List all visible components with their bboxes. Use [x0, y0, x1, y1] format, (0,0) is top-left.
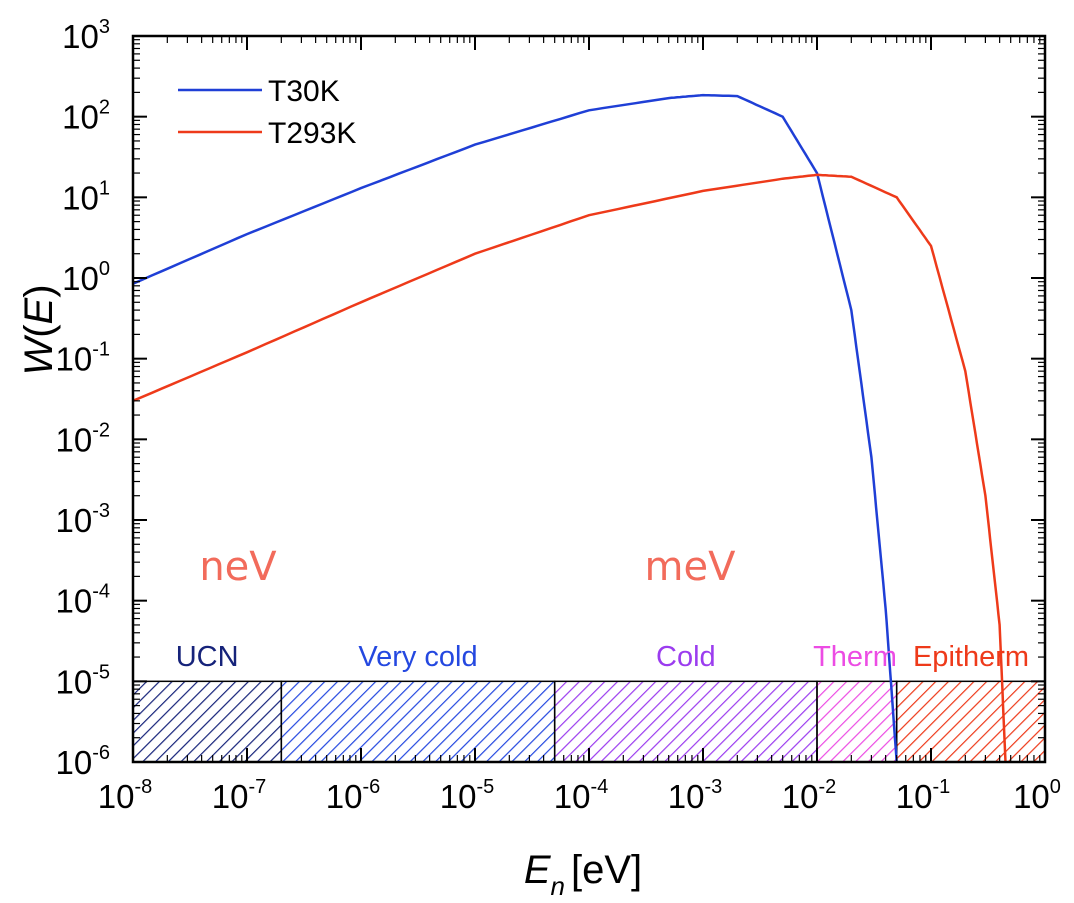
- x-tick-label: 100: [1013, 776, 1061, 815]
- x-tick-label: 10-6: [326, 776, 381, 815]
- y-tick-label: 10-2: [55, 419, 110, 458]
- energy-scale-label-mev: meV: [645, 544, 737, 590]
- region-band-cold: [553, 680, 818, 763]
- series-line-t293k: [132, 173, 1007, 763]
- energy-regions: [132, 680, 1046, 763]
- legend: T30K T293K: [178, 75, 356, 150]
- region-label-epitherm: Epitherm: [913, 641, 1029, 673]
- y-tick-label: 10-1: [55, 339, 110, 378]
- region-band-epitherm: [895, 680, 1046, 763]
- y-tick-label: 10-4: [55, 581, 110, 620]
- x-tick-label: 10-5: [440, 776, 495, 815]
- legend-label-t30k: T30K: [268, 75, 340, 108]
- spectrum-series: [132, 93, 1007, 763]
- series-line-t30k: [132, 93, 898, 763]
- region-band-ucn: [132, 680, 283, 763]
- y-tick-label: 102: [62, 97, 110, 136]
- y-axis-title: W(E): [17, 284, 61, 375]
- region-label-ucn: UCN: [176, 641, 239, 673]
- region-label-therm: Therm: [813, 641, 897, 673]
- y-tick-label: 103: [62, 16, 110, 55]
- x-tick-label: 10-8: [98, 776, 153, 815]
- y-tick-label: 10-5: [55, 661, 110, 700]
- x-axis-title: En [eV]: [524, 848, 642, 901]
- x-tick-label: 10-7: [212, 776, 267, 815]
- x-tick-label: 10-3: [668, 776, 723, 815]
- x-tick-label: 10-1: [896, 776, 951, 815]
- axis-tick-labels: 10-8 10-7 10-6 10-5 10-4 10-3 10-2 10-1 100 10-6 1…: [55, 16, 1060, 815]
- x-tick-label: 10-4: [554, 776, 609, 815]
- legend-label-t293k: T293K: [268, 117, 356, 150]
- energy-scale-label-nev: neV: [199, 544, 277, 590]
- y-tick-label: 100: [62, 258, 110, 297]
- region-label-very-cold: Very cold: [358, 641, 477, 673]
- plot-frame: [131, 34, 1047, 764]
- region-band-therm: [816, 680, 898, 763]
- annotations: UCN Very cold Cold Therm Epitherm neV meV: [176, 544, 1029, 673]
- x-tick-label: 10-2: [782, 776, 837, 815]
- region-label-cold: Cold: [656, 641, 716, 673]
- y-tick-label: 10-6: [55, 742, 110, 781]
- y-tick-label: 101: [62, 177, 110, 216]
- region-band-very-cold: [280, 680, 556, 763]
- y-tick-label: 10-3: [55, 500, 110, 539]
